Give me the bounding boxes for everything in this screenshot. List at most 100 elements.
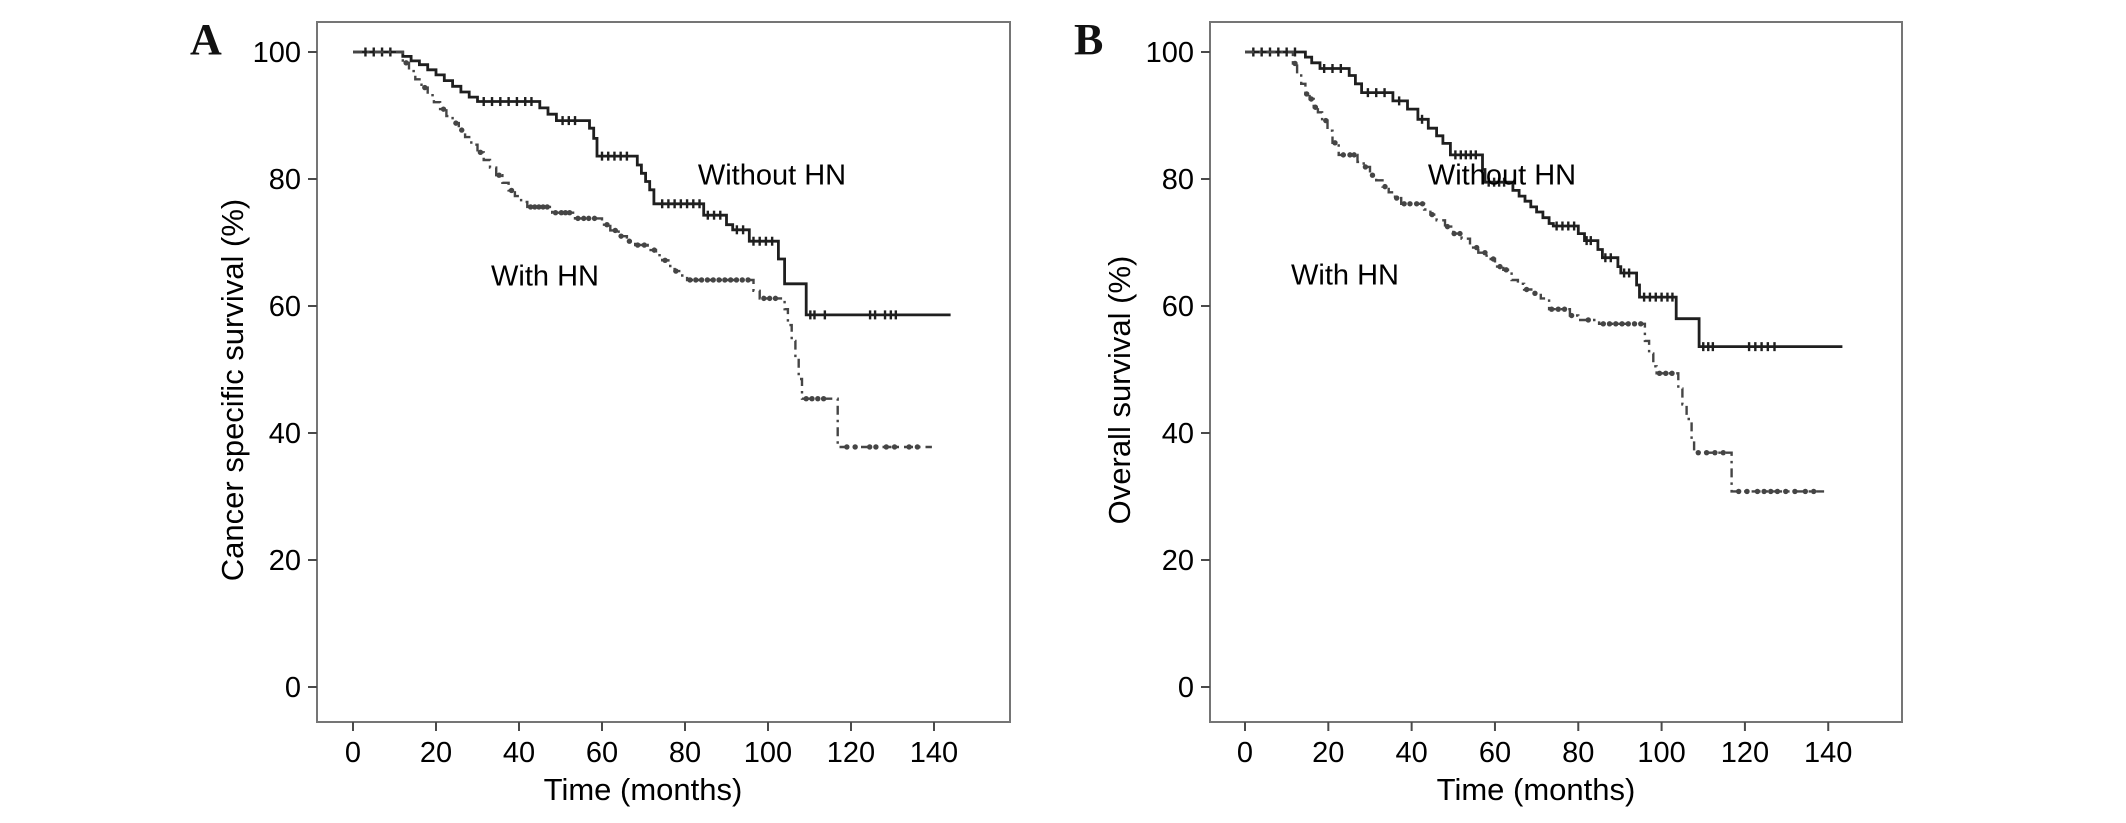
censor-mark bbox=[727, 277, 734, 283]
censor-mark bbox=[906, 444, 912, 450]
censor-mark bbox=[1292, 60, 1298, 67]
censor-mark bbox=[716, 277, 722, 283]
x-tick-label: 80 bbox=[669, 737, 701, 769]
censor-mark bbox=[1568, 312, 1575, 319]
censor-mark bbox=[1735, 488, 1742, 495]
y-tick-label: 40 bbox=[1162, 418, 1194, 450]
censor-mark bbox=[745, 277, 751, 283]
censor-mark bbox=[1810, 488, 1817, 495]
censor-mark bbox=[1631, 321, 1638, 327]
panel-a-x-axis-title: Time (months) bbox=[543, 772, 743, 807]
censor-mark bbox=[1490, 256, 1496, 262]
censor-mark bbox=[1663, 370, 1669, 377]
censor-mark bbox=[1332, 140, 1338, 146]
censor-mark bbox=[1393, 195, 1400, 201]
censor-mark bbox=[914, 444, 921, 450]
censor-mark bbox=[1792, 488, 1798, 495]
censor-mark bbox=[1444, 223, 1451, 230]
y-tick-label: 0 bbox=[1178, 672, 1194, 704]
censor-mark bbox=[704, 277, 711, 283]
censor-mark bbox=[809, 396, 815, 402]
censor-mark bbox=[558, 209, 565, 216]
censor-mark bbox=[1340, 152, 1347, 158]
censor-mark bbox=[1768, 488, 1774, 495]
x-tick-label: 80 bbox=[1562, 737, 1594, 769]
censor-mark bbox=[1754, 488, 1761, 495]
y-tick-label: 60 bbox=[1162, 291, 1194, 323]
censor-mark bbox=[612, 227, 618, 234]
censor-mark bbox=[403, 60, 409, 66]
censor-mark bbox=[496, 172, 502, 178]
censor-mark bbox=[772, 295, 779, 302]
censor-mark bbox=[852, 444, 858, 450]
censor-mark bbox=[1312, 104, 1319, 110]
censor-mark bbox=[527, 204, 534, 210]
censor-mark bbox=[883, 444, 889, 450]
censor-mark bbox=[1585, 317, 1591, 323]
censor-mark bbox=[440, 106, 447, 112]
x-tick-label: 100 bbox=[744, 737, 792, 769]
km-panel-a: 0 20 40 60 80 100 120 140 0 20 40 60 80 100 bbox=[253, 21, 1011, 769]
y-tick-label: 80 bbox=[1162, 164, 1194, 196]
censor-mark bbox=[1351, 152, 1357, 158]
plot-frame bbox=[316, 21, 1011, 723]
censor-mark bbox=[1457, 230, 1463, 237]
censor-mark bbox=[1413, 201, 1420, 207]
censor-mark bbox=[891, 444, 898, 450]
censor-mark bbox=[1744, 488, 1750, 495]
censor-mark bbox=[761, 295, 767, 302]
censor-mark bbox=[536, 204, 542, 210]
x-tick-label: 100 bbox=[1637, 737, 1685, 769]
y-tick-label: 80 bbox=[269, 164, 301, 196]
censor-mark bbox=[1638, 321, 1644, 327]
censor-mark bbox=[575, 215, 581, 222]
censor-mark bbox=[544, 204, 550, 210]
censor-mark bbox=[562, 209, 569, 216]
censor-mark bbox=[820, 396, 827, 402]
censor-mark bbox=[866, 444, 873, 450]
censor-mark bbox=[873, 444, 879, 450]
x-tick-label: 60 bbox=[1479, 737, 1511, 769]
x-tick-label: 20 bbox=[1312, 737, 1344, 769]
km-panel-b: 0 20 40 60 80 100 120 140 0 20 40 60 80 100 bbox=[1146, 21, 1903, 769]
censor-mark bbox=[1783, 488, 1789, 495]
censor-mark bbox=[618, 233, 624, 239]
y-tick-label: 60 bbox=[269, 291, 301, 323]
censor-mark bbox=[552, 209, 559, 216]
x-tick-label: 120 bbox=[827, 737, 875, 769]
censor-mark bbox=[1761, 488, 1767, 495]
censor-mark bbox=[1497, 263, 1503, 270]
y-tick-label: 20 bbox=[1162, 545, 1194, 577]
censor-mark bbox=[422, 84, 428, 91]
censor-mark bbox=[1619, 321, 1625, 327]
censor-mark bbox=[1473, 244, 1480, 251]
censor-mark bbox=[1720, 449, 1726, 456]
censor-mark bbox=[477, 149, 484, 156]
x-tick-label: 140 bbox=[910, 737, 958, 769]
censor-mark bbox=[673, 268, 679, 274]
censor-mark bbox=[710, 277, 716, 283]
censor-mark bbox=[508, 187, 515, 194]
censor-mark bbox=[733, 277, 740, 283]
censor-mark bbox=[1712, 449, 1718, 456]
censor-mark bbox=[1419, 201, 1426, 207]
censor-mark bbox=[1695, 449, 1701, 456]
km-curve-without-hn bbox=[353, 50, 951, 317]
censor-mark bbox=[1369, 172, 1376, 178]
x-tick-label: 120 bbox=[1721, 737, 1769, 769]
censor-mark bbox=[844, 444, 850, 450]
censor-mark bbox=[1362, 164, 1369, 170]
censor-mark bbox=[581, 215, 587, 222]
censor-mark bbox=[1774, 488, 1781, 495]
censor-mark bbox=[698, 277, 705, 283]
y-tick-label: 20 bbox=[269, 545, 301, 577]
censor-mark bbox=[662, 257, 668, 263]
censor-mark bbox=[1451, 230, 1457, 237]
x-tick-label: 60 bbox=[586, 737, 618, 769]
panel-a-y-axis-title: Cancer specific survival (%) bbox=[215, 198, 250, 582]
panel-a-without-hn-label: Without HN bbox=[697, 159, 847, 192]
censor-mark bbox=[641, 242, 648, 248]
x-tick-label: 0 bbox=[345, 737, 361, 769]
